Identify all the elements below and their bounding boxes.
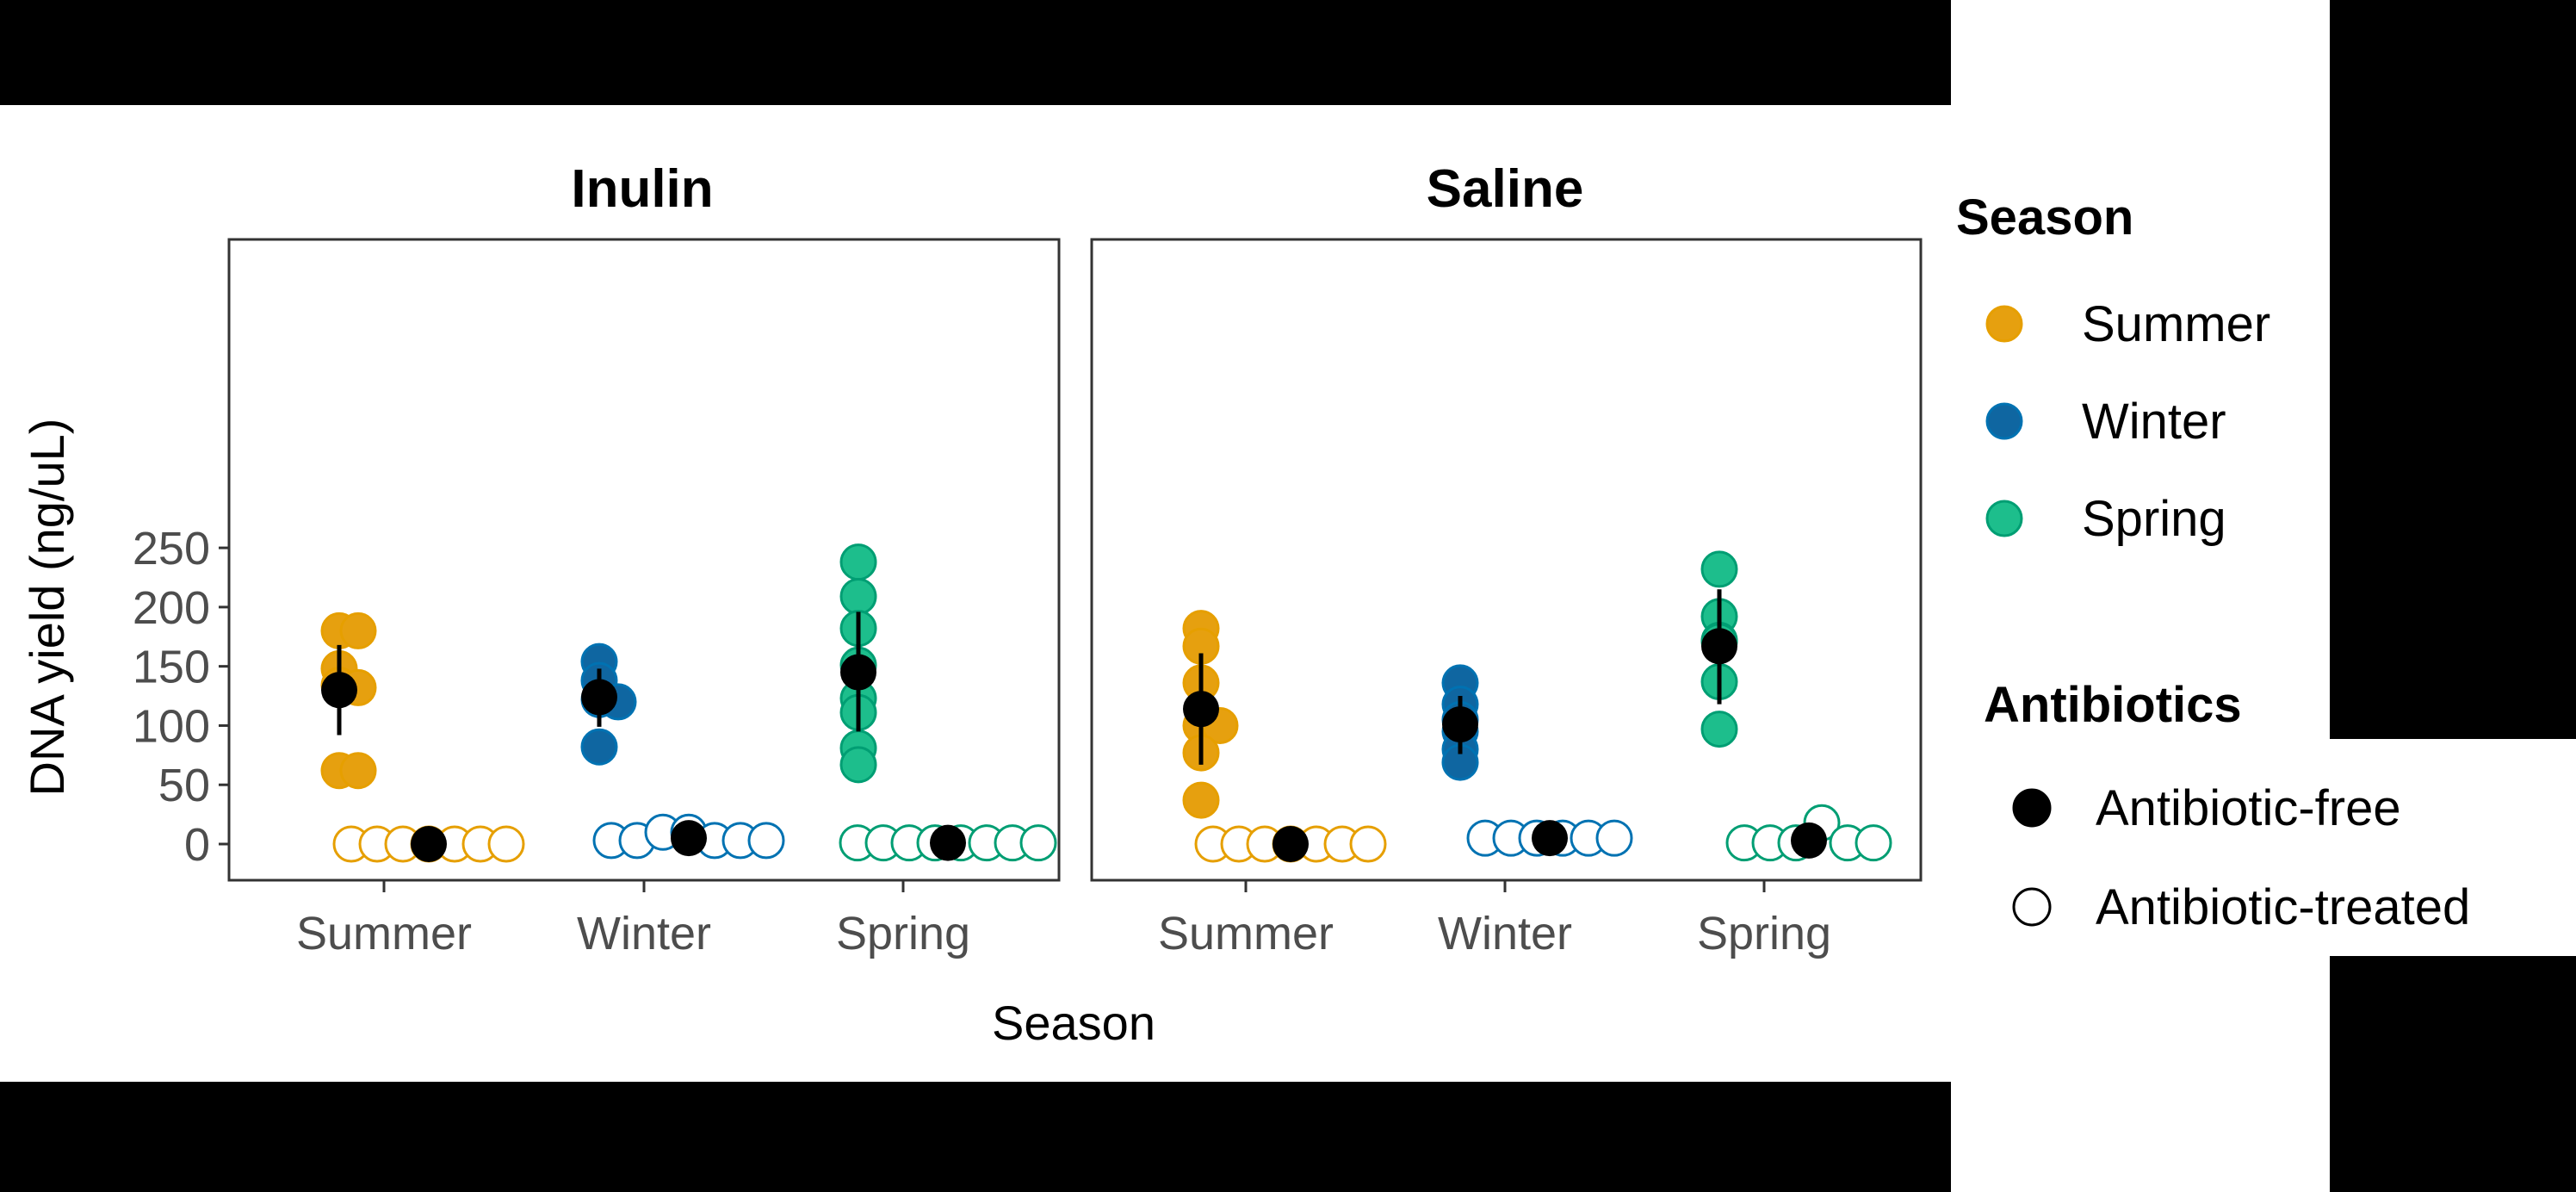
point-antibiotic-free [339, 752, 377, 790]
top-black-bar [0, 0, 1951, 105]
right-black-bar-bottom [2330, 956, 2576, 1192]
point-antibiotic-free [839, 543, 877, 581]
legend: SeasonSummerWinterSpringAntibioticsAntib… [1956, 189, 2470, 935]
legend-key-antibiotic-free [2012, 788, 2052, 828]
right-black-bar-top [2330, 0, 2576, 739]
mean-antibiotic-free [840, 654, 876, 691]
panel-border [1090, 238, 1923, 882]
point-antibiotic-free [339, 612, 377, 649]
y-tick-label: 50 [158, 760, 210, 811]
legend-antibiotics: Antibiotics Antibiotic-free Antibiotic-tre… [1984, 677, 2470, 935]
point-antibiotic-treated [1019, 824, 1057, 862]
panel-title: Saline [1427, 159, 1584, 219]
panel-inulin: Inulin 0 50 100 150 200 250 Summer Winter Spring [133, 159, 1061, 959]
point-antibiotic-treated [1349, 825, 1387, 863]
point-antibiotic-treated [487, 825, 525, 863]
legend-antibiotics-title: Antibiotics [1984, 677, 2242, 733]
legend-label-antibiotic-treated: Antibiotic-treated [2096, 879, 2470, 935]
legend-key-spring [1985, 500, 2023, 537]
x-tick-label: Winter [1438, 908, 1572, 959]
group-summer: Summer [1158, 610, 1387, 959]
mean-antibiotic-treated [671, 820, 707, 857]
group-winter: Winter [577, 643, 785, 959]
bottom-black-bar [0, 1082, 1951, 1192]
point-antibiotic-free [1182, 781, 1220, 819]
y-tick-label: 150 [133, 642, 210, 693]
point-antibiotic-free [839, 746, 877, 784]
mean-antibiotic-free [1701, 628, 1737, 665]
panel-title: Inulin [571, 159, 713, 219]
point-antibiotic-treated [1855, 824, 1892, 862]
mean-antibiotic-treated [1791, 822, 1827, 859]
point-antibiotic-treated [1595, 819, 1633, 857]
x-axis-title: Season [992, 996, 1155, 1050]
y-tick-label: 0 [184, 819, 210, 871]
legend-key-summer [1985, 305, 2023, 343]
mean-antibiotic-treated [1532, 820, 1568, 857]
point-antibiotic-free [580, 728, 618, 766]
legend-label-summer: Summer [2082, 296, 2270, 352]
legend-key-antibiotic-treated [2012, 887, 2052, 927]
y-tick-label: 100 [133, 700, 210, 752]
group-summer: Summer [296, 612, 525, 959]
legend-label-antibiotic-free: Antibiotic-free [2096, 780, 2401, 836]
x-tick-label: Summer [1158, 908, 1334, 959]
legend-label-winter: Winter [2082, 394, 2226, 450]
group-spring: Spring [836, 543, 1057, 959]
mean-antibiotic-treated [1273, 826, 1309, 862]
mean-antibiotic-treated [930, 824, 966, 861]
mean-antibiotic-free [581, 679, 617, 716]
y-tick-label: 200 [133, 582, 210, 634]
point-antibiotic-free [1700, 711, 1738, 748]
x-tick-label: Spring [836, 908, 970, 959]
point-antibiotic-treated [747, 822, 785, 860]
point-antibiotic-free [839, 577, 877, 615]
mean-antibiotic-free [1442, 706, 1478, 743]
y-tick-label: 250 [133, 523, 210, 574]
group-spring: Spring [1697, 550, 1892, 959]
panel-saline: Saline Summer Winter Spring [1090, 159, 1923, 959]
legend-season: Season Summer Winter Spring [1956, 189, 2270, 547]
y-axis-title: DNA yield (ng/uL) [20, 419, 74, 797]
legend-label-spring: Spring [2082, 491, 2226, 547]
mean-antibiotic-free [321, 672, 357, 709]
legend-key-winter [1985, 402, 2023, 440]
group-winter: Winter [1438, 664, 1633, 959]
point-antibiotic-free [1700, 550, 1738, 588]
x-tick-label: Summer [296, 908, 472, 959]
mean-antibiotic-free [1183, 691, 1219, 728]
x-tick-label: Winter [577, 908, 711, 959]
mean-antibiotic-treated [411, 826, 447, 862]
legend-season-title: Season [1956, 189, 2133, 245]
x-tick-label: Spring [1697, 908, 1831, 959]
